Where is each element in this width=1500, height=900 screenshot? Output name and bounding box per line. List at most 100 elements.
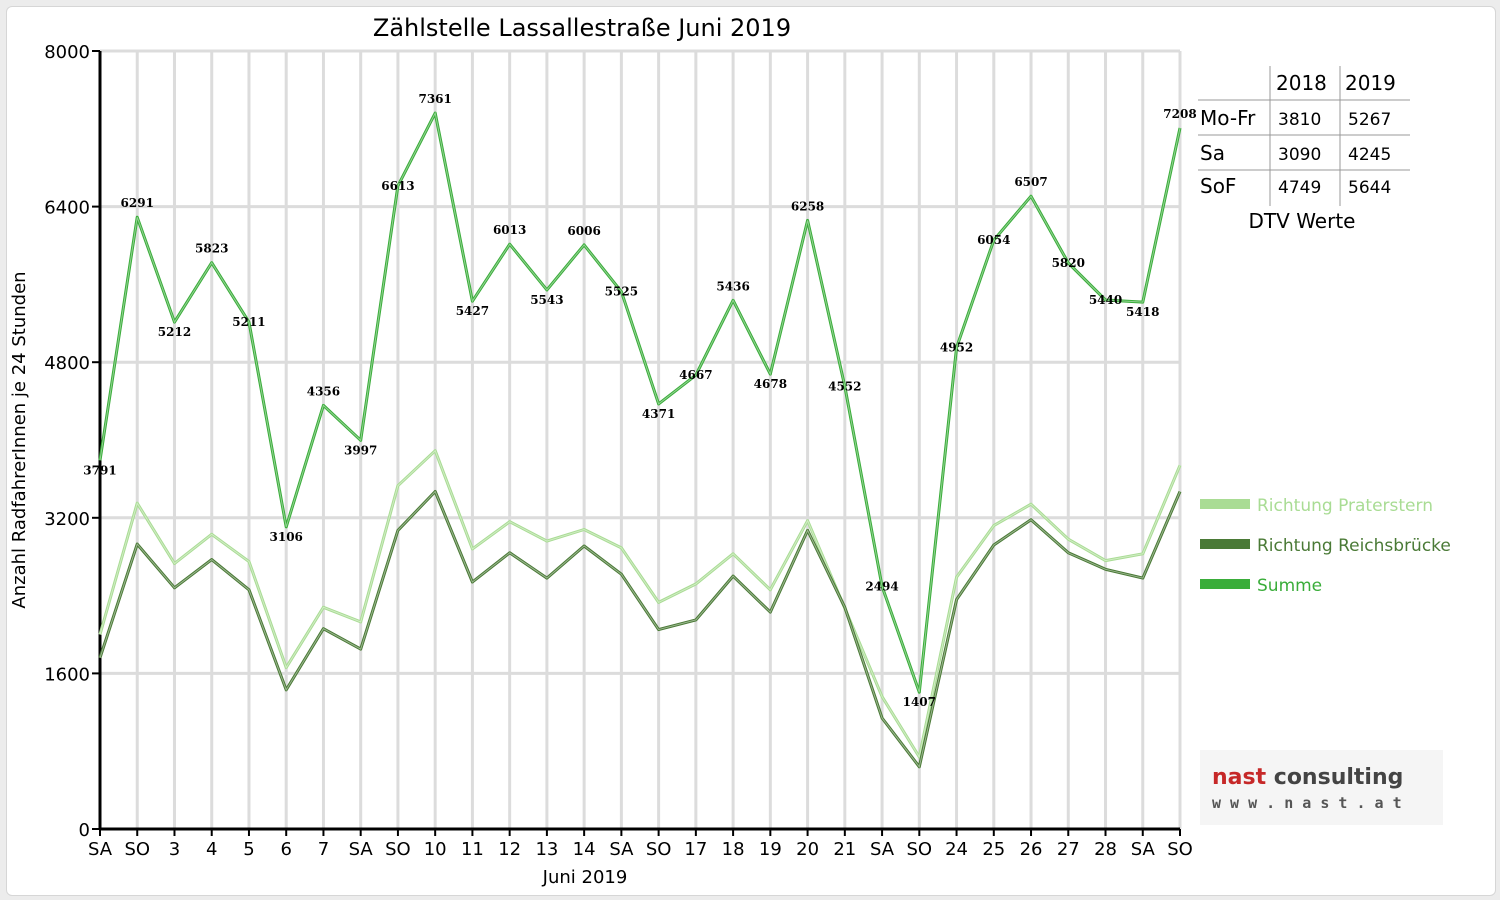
- x-tick-label: SA: [1131, 839, 1156, 860]
- y-tick-label: 4800: [44, 353, 90, 374]
- x-tick-label: SO: [646, 839, 672, 860]
- legend: Richtung Praterstern Richtung Reichsbrüc…: [1200, 496, 1451, 596]
- table-cell: 4749: [1278, 178, 1321, 198]
- chart-title: Zählstelle Lassallestraße Juni 2019: [373, 14, 791, 42]
- data-label: 6613: [381, 179, 414, 193]
- data-label: 4356: [307, 384, 340, 398]
- x-tick-label: 20: [796, 839, 819, 860]
- data-label: 3106: [270, 530, 303, 544]
- data-label: 3997: [344, 443, 377, 457]
- table-cell: 5644: [1348, 178, 1391, 198]
- data-label: 5212: [158, 325, 191, 339]
- table-cell: 3090: [1278, 145, 1321, 165]
- logo-url: w w w . n a s t . a t: [1212, 794, 1402, 812]
- x-tick-label: 19: [759, 839, 782, 860]
- legend-label-summe: Summe: [1257, 576, 1322, 596]
- data-label: 3791: [83, 463, 116, 477]
- data-label: 6006: [567, 224, 600, 238]
- data-label: 5418: [1126, 305, 1159, 319]
- data-label: 1407: [903, 695, 936, 709]
- x-tick-label: 18: [722, 839, 745, 860]
- series-line-richtung-reichsbr-cke: [98, 490, 1182, 769]
- chart-frame: [6, 6, 1496, 896]
- data-label: 6054: [977, 233, 1010, 247]
- data-label: 5525: [605, 285, 638, 299]
- x-tick-label: 24: [945, 839, 968, 860]
- series-lines: [98, 111, 1182, 769]
- data-label: 6507: [1014, 175, 1047, 189]
- x-tick-label: 21: [833, 839, 856, 860]
- data-label: 5436: [716, 279, 749, 293]
- x-tick-label: 7: [318, 839, 329, 860]
- data-labels: 3791 6291 5212 5823 5211 3106 4356 3997 6613 7361…: [83, 92, 1196, 709]
- x-tick-label: SA: [88, 839, 113, 860]
- data-label: 4952: [940, 340, 973, 354]
- table-header-2018: 2018: [1276, 71, 1327, 95]
- series-line-richtung-praterstern: [98, 449, 1182, 759]
- table-header-2019: 2019: [1345, 71, 1396, 95]
- data-label: 4678: [754, 377, 787, 391]
- data-label: 6013: [493, 223, 526, 237]
- y-tick-label: 6400: [44, 198, 90, 219]
- axes: Zählstelle Lassallestraße Juni 2019 Juni…: [9, 14, 1193, 888]
- data-label: 5427: [456, 304, 489, 318]
- x-tick-label: 14: [573, 839, 596, 860]
- x-tick-label: SO: [1167, 839, 1193, 860]
- legend-item-reichsbruecke: Richtung Reichsbrücke: [1200, 536, 1451, 556]
- x-tick-label: SO: [385, 839, 411, 860]
- data-label: 5440: [1089, 293, 1122, 307]
- data-label: 5820: [1052, 256, 1085, 270]
- series-line-summe: [98, 111, 1182, 694]
- x-tick-label: 25: [982, 839, 1005, 860]
- x-tick-label: SO: [124, 839, 150, 860]
- x-tick-label: 10: [424, 839, 447, 860]
- legend-label-reichsbruecke: Richtung Reichsbrücke: [1257, 536, 1451, 556]
- y-axis-label: Anzahl RadfahrerInnen je 24 Stunden: [9, 271, 30, 608]
- table-row-label: SoF: [1200, 174, 1236, 198]
- x-tick-label: 6: [280, 839, 291, 860]
- data-label: 5211: [232, 315, 265, 329]
- table-row-label: Sa: [1200, 141, 1225, 165]
- x-tick-label: 5: [243, 839, 254, 860]
- logo-brand: nast consulting: [1212, 765, 1403, 790]
- legend-swatch-praterstern: [1200, 499, 1250, 509]
- y-tick-label: 8000: [44, 42, 90, 63]
- x-tick-label: SA: [349, 839, 374, 860]
- x-tick-label: 27: [1057, 839, 1080, 860]
- nast-consulting-logo: nast consulting w w w . n a s t . a t: [1200, 750, 1443, 825]
- data-label: 7208: [1163, 107, 1196, 121]
- x-tick-label: 28: [1094, 839, 1117, 860]
- data-label: 4667: [679, 368, 712, 382]
- grid: [100, 49, 1182, 829]
- series-line-highlight-richtung-reichsbr-cke: [99, 490, 1181, 768]
- legend-item-summe: Summe: [1200, 576, 1322, 596]
- data-label: 5543: [530, 293, 563, 307]
- legend-label-praterstern: Richtung Praterstern: [1257, 496, 1433, 516]
- table-caption: DTV Werte: [1249, 209, 1356, 233]
- data-label: 2494: [865, 579, 898, 593]
- x-tick-label: SA: [870, 839, 895, 860]
- legend-swatch-summe: [1200, 579, 1250, 589]
- x-tick-label: 12: [498, 839, 521, 860]
- x-tick-label: 26: [1020, 839, 1043, 860]
- table-row-label: Mo-Fr: [1200, 106, 1256, 130]
- table-cell: 3810: [1278, 110, 1321, 130]
- x-tick-label: 3: [169, 839, 180, 860]
- legend-item-praterstern: Richtung Praterstern: [1200, 496, 1433, 516]
- x-tick-label: SA: [609, 839, 634, 860]
- series-line-highlight-richtung-praterstern: [99, 449, 1181, 759]
- logo-background: [1200, 750, 1443, 825]
- dtv-table: 2018 2019 Mo-Fr 3810 5267 Sa 3090 4245 S…: [1198, 66, 1410, 233]
- table-cell: 4245: [1348, 145, 1391, 165]
- y-tick-label: 3200: [44, 509, 90, 530]
- data-label: 7361: [418, 92, 451, 106]
- legend-swatch-reichsbruecke: [1200, 539, 1250, 549]
- data-label: 6291: [121, 196, 154, 210]
- x-axis-label: Juni 2019: [542, 867, 628, 888]
- x-tick-label: 13: [535, 839, 558, 860]
- series-line-highlight-summe: [99, 111, 1181, 693]
- data-label: 4371: [642, 407, 675, 421]
- y-tick-label: 1600: [44, 664, 90, 685]
- data-label: 5823: [195, 242, 228, 256]
